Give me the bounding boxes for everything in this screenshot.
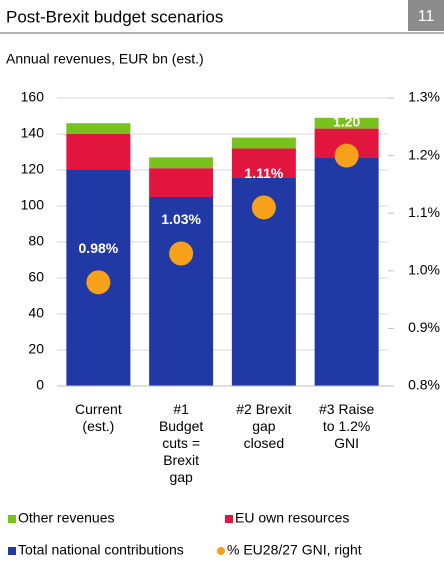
legend-label: Other revenues (18, 510, 115, 526)
legend-swatch (217, 547, 225, 555)
x-tick-label: Current (est.) (75, 401, 122, 434)
data-label: 0.98% (79, 240, 119, 256)
legend-swatch (8, 515, 16, 523)
page-number: 11 (418, 8, 435, 25)
x-tick-label: #2 Brexit gap closed (236, 401, 292, 451)
chart-title: Post-Brexit budget scenarios (6, 7, 223, 26)
y2-tick-label: 1.2% (408, 146, 440, 162)
gni-dot (251, 195, 276, 220)
gni-dot (86, 270, 111, 295)
bar-segment (149, 157, 214, 169)
y-tick-label: 120 (21, 161, 45, 177)
bar-segment (231, 148, 296, 178)
legend-swatch (225, 515, 233, 523)
gni-dot (334, 143, 359, 168)
bar-segment (314, 157, 379, 386)
y2-tick-label: 0.8% (408, 377, 440, 393)
data-label: 1.11% (244, 165, 283, 181)
bar-segment (149, 168, 214, 197)
bar-segment (66, 123, 131, 134)
legend-label: % EU28/27 GNI, right (227, 542, 362, 558)
data-label: 1.20 (333, 113, 360, 129)
y-tick-label: 60 (28, 269, 44, 285)
y2-tick-label: 1.3% (408, 89, 440, 105)
data-label: 1.03% (161, 211, 201, 227)
chart-subtitle: Annual revenues, EUR bn (est.) (6, 51, 204, 67)
bar-segment (66, 134, 131, 170)
y2-tick-label: 1.1% (408, 204, 440, 220)
y-tick-label: 100 (21, 197, 45, 213)
legend-label: Total national contributions (18, 542, 184, 558)
bar-segment (314, 117, 379, 129)
y-tick-label: 40 (28, 305, 44, 321)
y2-tick-label: 0.9% (408, 319, 440, 335)
y-tick-label: 20 (28, 341, 44, 357)
x-tick-label: #3 Raise to 1.2% GNI (318, 401, 375, 451)
y-tick-label: 160 (21, 89, 45, 105)
y-tick-label: 140 (21, 125, 45, 141)
y2-tick-label: 1.0% (408, 262, 440, 278)
legend-swatch (8, 547, 16, 555)
bar-segment (149, 197, 214, 386)
gni-dot (169, 241, 194, 266)
legend-label: EU own resources (235, 510, 349, 526)
page-number-box (408, 0, 444, 31)
y-tick-label: 0 (36, 377, 44, 393)
bar-segment (231, 137, 296, 149)
x-tick-label: #1 Budget cuts = Brexit gap (158, 401, 204, 485)
y-tick-label: 80 (28, 233, 44, 249)
